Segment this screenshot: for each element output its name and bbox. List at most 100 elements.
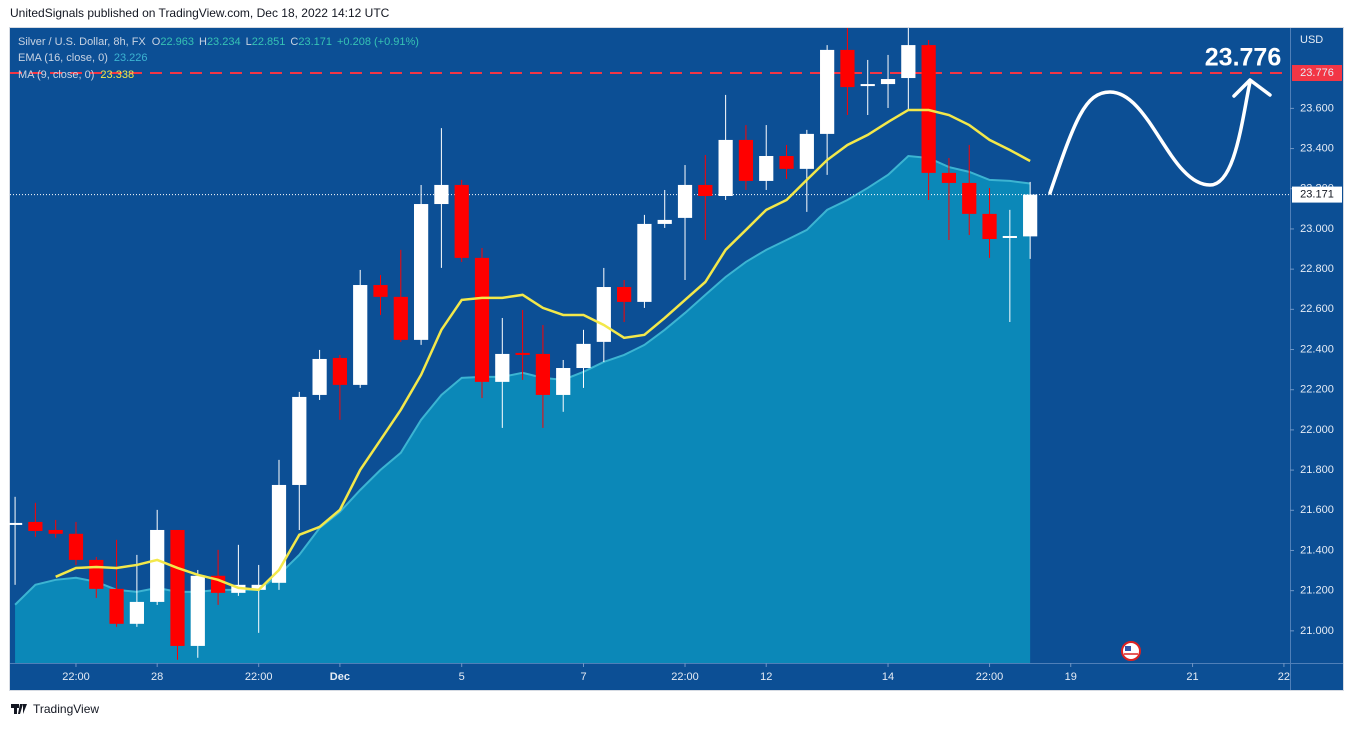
candle-body <box>759 156 774 181</box>
y-tick-label: 23.000 <box>1300 223 1334 235</box>
candle-body <box>637 223 652 302</box>
last-price-badge <box>1292 186 1342 203</box>
candle-body <box>515 352 530 355</box>
ma-line <box>55 108 1031 592</box>
level-badge-label: 23.776 <box>1300 67 1334 79</box>
y-tick-label: 21.400 <box>1300 544 1334 556</box>
ohlc-letter: H <box>199 36 207 48</box>
ema-value: 23.226 <box>114 52 148 64</box>
x-tick-label: 22 <box>1278 671 1290 683</box>
candle-body <box>68 533 84 560</box>
x-tick-label: 12 <box>760 671 772 683</box>
ohlc-value: 22.851 <box>252 36 286 48</box>
y-tick-label: 22.600 <box>1300 303 1334 315</box>
forecast-drawing <box>1048 78 1272 195</box>
y-tick-label: 21.000 <box>1300 625 1334 637</box>
plot: 21.000 21.200 21.400 21.600 21.800 22.000 22.2… <box>7 28 1342 683</box>
x-tick-label: 22:00 <box>671 671 699 683</box>
candle-body <box>332 357 348 385</box>
brand: TradingView <box>33 702 99 716</box>
candle-body <box>7 522 23 525</box>
candle-body <box>251 584 266 590</box>
candle-body <box>109 588 124 624</box>
y-tick-label: 22.000 <box>1300 424 1334 436</box>
level-badge <box>1292 65 1342 82</box>
candle-body <box>129 601 144 624</box>
legend-symbol: Silver / U.S. Dollar, 8h, FX O22.963 H23.2… <box>18 36 419 48</box>
candle-body <box>150 529 165 602</box>
candle-body <box>474 257 490 382</box>
candle-body <box>373 285 388 297</box>
candle-body <box>880 79 896 85</box>
ma-name: MA (9, close, 0) <box>18 69 94 81</box>
x-tick-label: 28 <box>151 671 163 683</box>
ohlc-letter: O <box>152 36 161 48</box>
candle-body <box>596 287 611 342</box>
target-annotation: 23.776 <box>1205 44 1281 72</box>
candle-body <box>495 353 510 382</box>
candle-body <box>860 84 875 87</box>
x-tick-label: Dec <box>330 671 350 683</box>
ohlc-letter: L <box>246 36 252 48</box>
candle-body <box>617 287 632 302</box>
candle-body <box>292 396 307 485</box>
y-tick-label: 22.200 <box>1300 384 1334 396</box>
candle-body <box>434 184 449 205</box>
candle-body <box>820 49 835 134</box>
candle-body <box>28 521 43 531</box>
candle-body <box>901 45 916 79</box>
last-price-badge-label: 23.171 <box>1300 188 1334 200</box>
candle-body <box>962 182 977 214</box>
candle-body <box>48 529 63 534</box>
flag-icon <box>1121 641 1141 661</box>
candle-body <box>738 139 754 181</box>
symbol: Silver / U.S. Dollar, 8h, FX <box>18 36 146 48</box>
candle-body <box>353 285 368 385</box>
candle-body <box>413 204 429 340</box>
legend-ma: MA (9, close, 0) 23.338 <box>18 69 134 81</box>
candle-body <box>840 49 855 88</box>
candle-body <box>1023 194 1038 237</box>
publisher-line: UnitedSignals published on TradingView.c… <box>10 6 390 20</box>
y-tick-label: 21.800 <box>1300 464 1334 476</box>
candle-body <box>170 529 185 646</box>
x-tick-label: 14 <box>882 671 894 683</box>
candle-body <box>89 559 104 589</box>
candle-body <box>556 368 571 395</box>
y-tick-label: 22.800 <box>1300 263 1334 275</box>
candle-body <box>190 575 205 646</box>
y-tick-label: 21.600 <box>1300 504 1334 516</box>
ema-name: EMA (16, close, 0) <box>18 52 108 64</box>
x-tick-label: 7 <box>580 671 586 683</box>
ohlc-value: 23.234 <box>207 36 241 48</box>
y-tick-label: 22.400 <box>1300 343 1334 355</box>
y-tick-label: 23.400 <box>1300 142 1334 154</box>
x-tick-label: 19 <box>1065 671 1077 683</box>
candle-body <box>698 184 713 196</box>
legend-ema: EMA (16, close, 0) 23.226 <box>18 52 148 64</box>
candle-body <box>657 219 672 224</box>
forecast-arrowhead <box>1232 78 1272 98</box>
brand-logo <box>11 704 27 714</box>
x-tick-label: 21 <box>1186 671 1198 683</box>
x-tick-label: 22:00 <box>976 671 1004 683</box>
candle-body <box>576 343 591 369</box>
x-tick-label: 5 <box>459 671 465 683</box>
candle-body <box>271 484 287 583</box>
candle-body <box>779 156 794 169</box>
candle-body <box>982 213 997 239</box>
currency: USD <box>1300 34 1323 46</box>
candle-body <box>454 184 469 258</box>
forecast-curve <box>1048 80 1252 195</box>
ma-value: 23.338 <box>100 69 134 81</box>
candle-body <box>677 184 693 218</box>
candle-body <box>1002 235 1017 238</box>
ohlc-letter: C <box>290 36 298 48</box>
candle-body <box>312 358 327 395</box>
candle-body <box>799 133 814 169</box>
y-tick-label: 21.200 <box>1300 585 1334 597</box>
candle-body <box>393 296 408 340</box>
ema-area <box>15 156 1031 663</box>
